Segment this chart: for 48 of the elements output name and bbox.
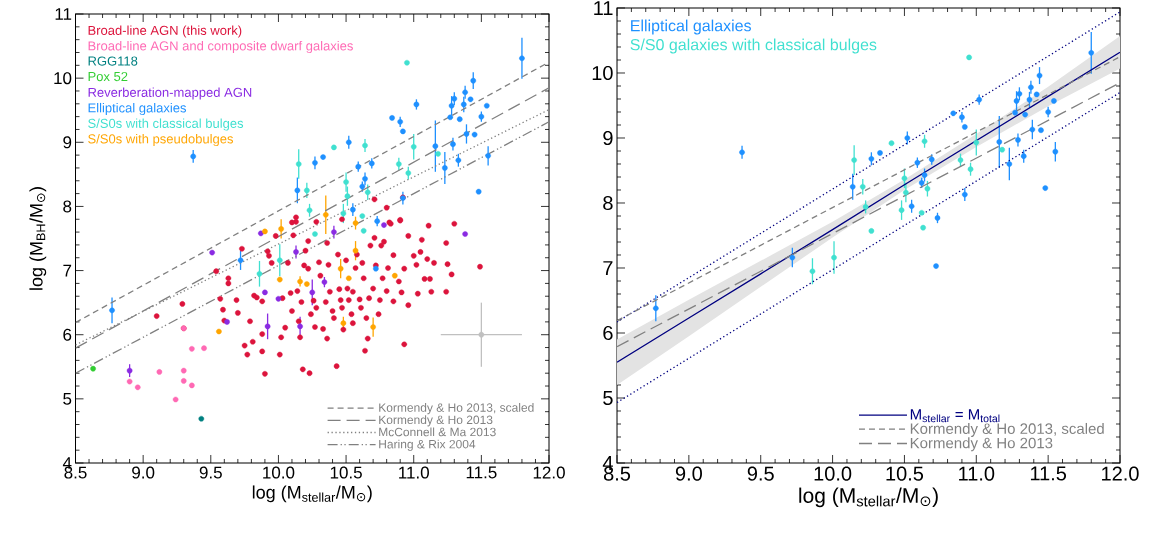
x-axis-title: log (M$_{stellar}$/M$_{⊙}$) — [799, 487, 938, 508]
text: RGG118 — [88, 56, 138, 66]
x-tick-label: 11.5 — [1030, 466, 1067, 481]
y-tick-label: 11 — [594, 1, 613, 15]
y-tick-label: 5 — [603, 391, 613, 405]
x-tick-label: 9.0 — [132, 466, 155, 479]
x-tick-label: 11.5 — [466, 466, 497, 479]
text: S/S0s with classical bulges — [88, 118, 244, 131]
x-tick-label: 9.0 — [675, 466, 702, 481]
text: S/S0s with pseudobulges — [88, 133, 234, 147]
text: Elliptical galaxies — [88, 102, 187, 116]
y-axis-title: log (M$_{BH}$/M$_{⊙}$) — [29, 187, 47, 290]
legend-label: Kormendy & Ho 2013, scaled — [910, 422, 1104, 437]
x-tick-label: 9.5 — [199, 466, 222, 479]
legend-label: Kormendy & Ho 2013 — [910, 437, 1053, 452]
text: Broad-line AGN and composite dwarf galaxies — [88, 40, 353, 54]
y-tick-label: 7 — [603, 261, 613, 275]
x-tick-label: 12.0 — [1102, 466, 1139, 481]
y-tick-label: 6 — [63, 328, 72, 341]
x-axis-title: log (M$_{stellar}$/M$_{⊙}$) — [252, 485, 372, 503]
y-tick-label: 11 — [55, 8, 72, 20]
x-tick-label: 10.0 — [814, 466, 852, 481]
y-tick-label: 9 — [63, 136, 72, 149]
text: Elliptical galaxies — [631, 19, 751, 35]
x-tick-label: 12.0 — [533, 466, 565, 479]
legend-label: Kormendy & Ho 2013 — [379, 415, 493, 427]
y-tick-label: 9 — [603, 130, 613, 146]
x-tick-label: 10.0 — [263, 466, 295, 479]
text: Reverberation-mapped AGN — [88, 87, 252, 100]
text: Broad-line AGN (this work) — [88, 25, 242, 38]
x-tick-label: 9.5 — [747, 466, 774, 481]
x-tick-label: 11.0 — [399, 466, 429, 479]
text: S/S0 galaxies with classical bulges — [630, 38, 877, 54]
y-tick-label: 7 — [63, 264, 72, 277]
y-tick-label: 5 — [63, 392, 72, 405]
legend-label: Kormendy & Ho 2013, scaled — [379, 403, 534, 415]
legend-label: Haring & Rix 2004 — [379, 439, 476, 451]
legend-label: M$_{stellar}$ = M$_{total}$ — [910, 409, 1000, 423]
y-tick-label: 6 — [603, 325, 613, 341]
y-tick-label: 8 — [603, 195, 613, 211]
x-tick-label: 10.5 — [330, 466, 362, 479]
x-tick-label: 11.0 — [959, 466, 995, 481]
y-tick-label: 8 — [63, 200, 72, 213]
text: Pox 52 — [88, 71, 128, 82]
y-tick-label: 10 — [54, 72, 72, 85]
x-tick-label: 10.5 — [886, 466, 924, 481]
legend-label: McConnell & Ma 2013 — [379, 427, 496, 437]
y-tick-label: 10 — [592, 65, 613, 81]
